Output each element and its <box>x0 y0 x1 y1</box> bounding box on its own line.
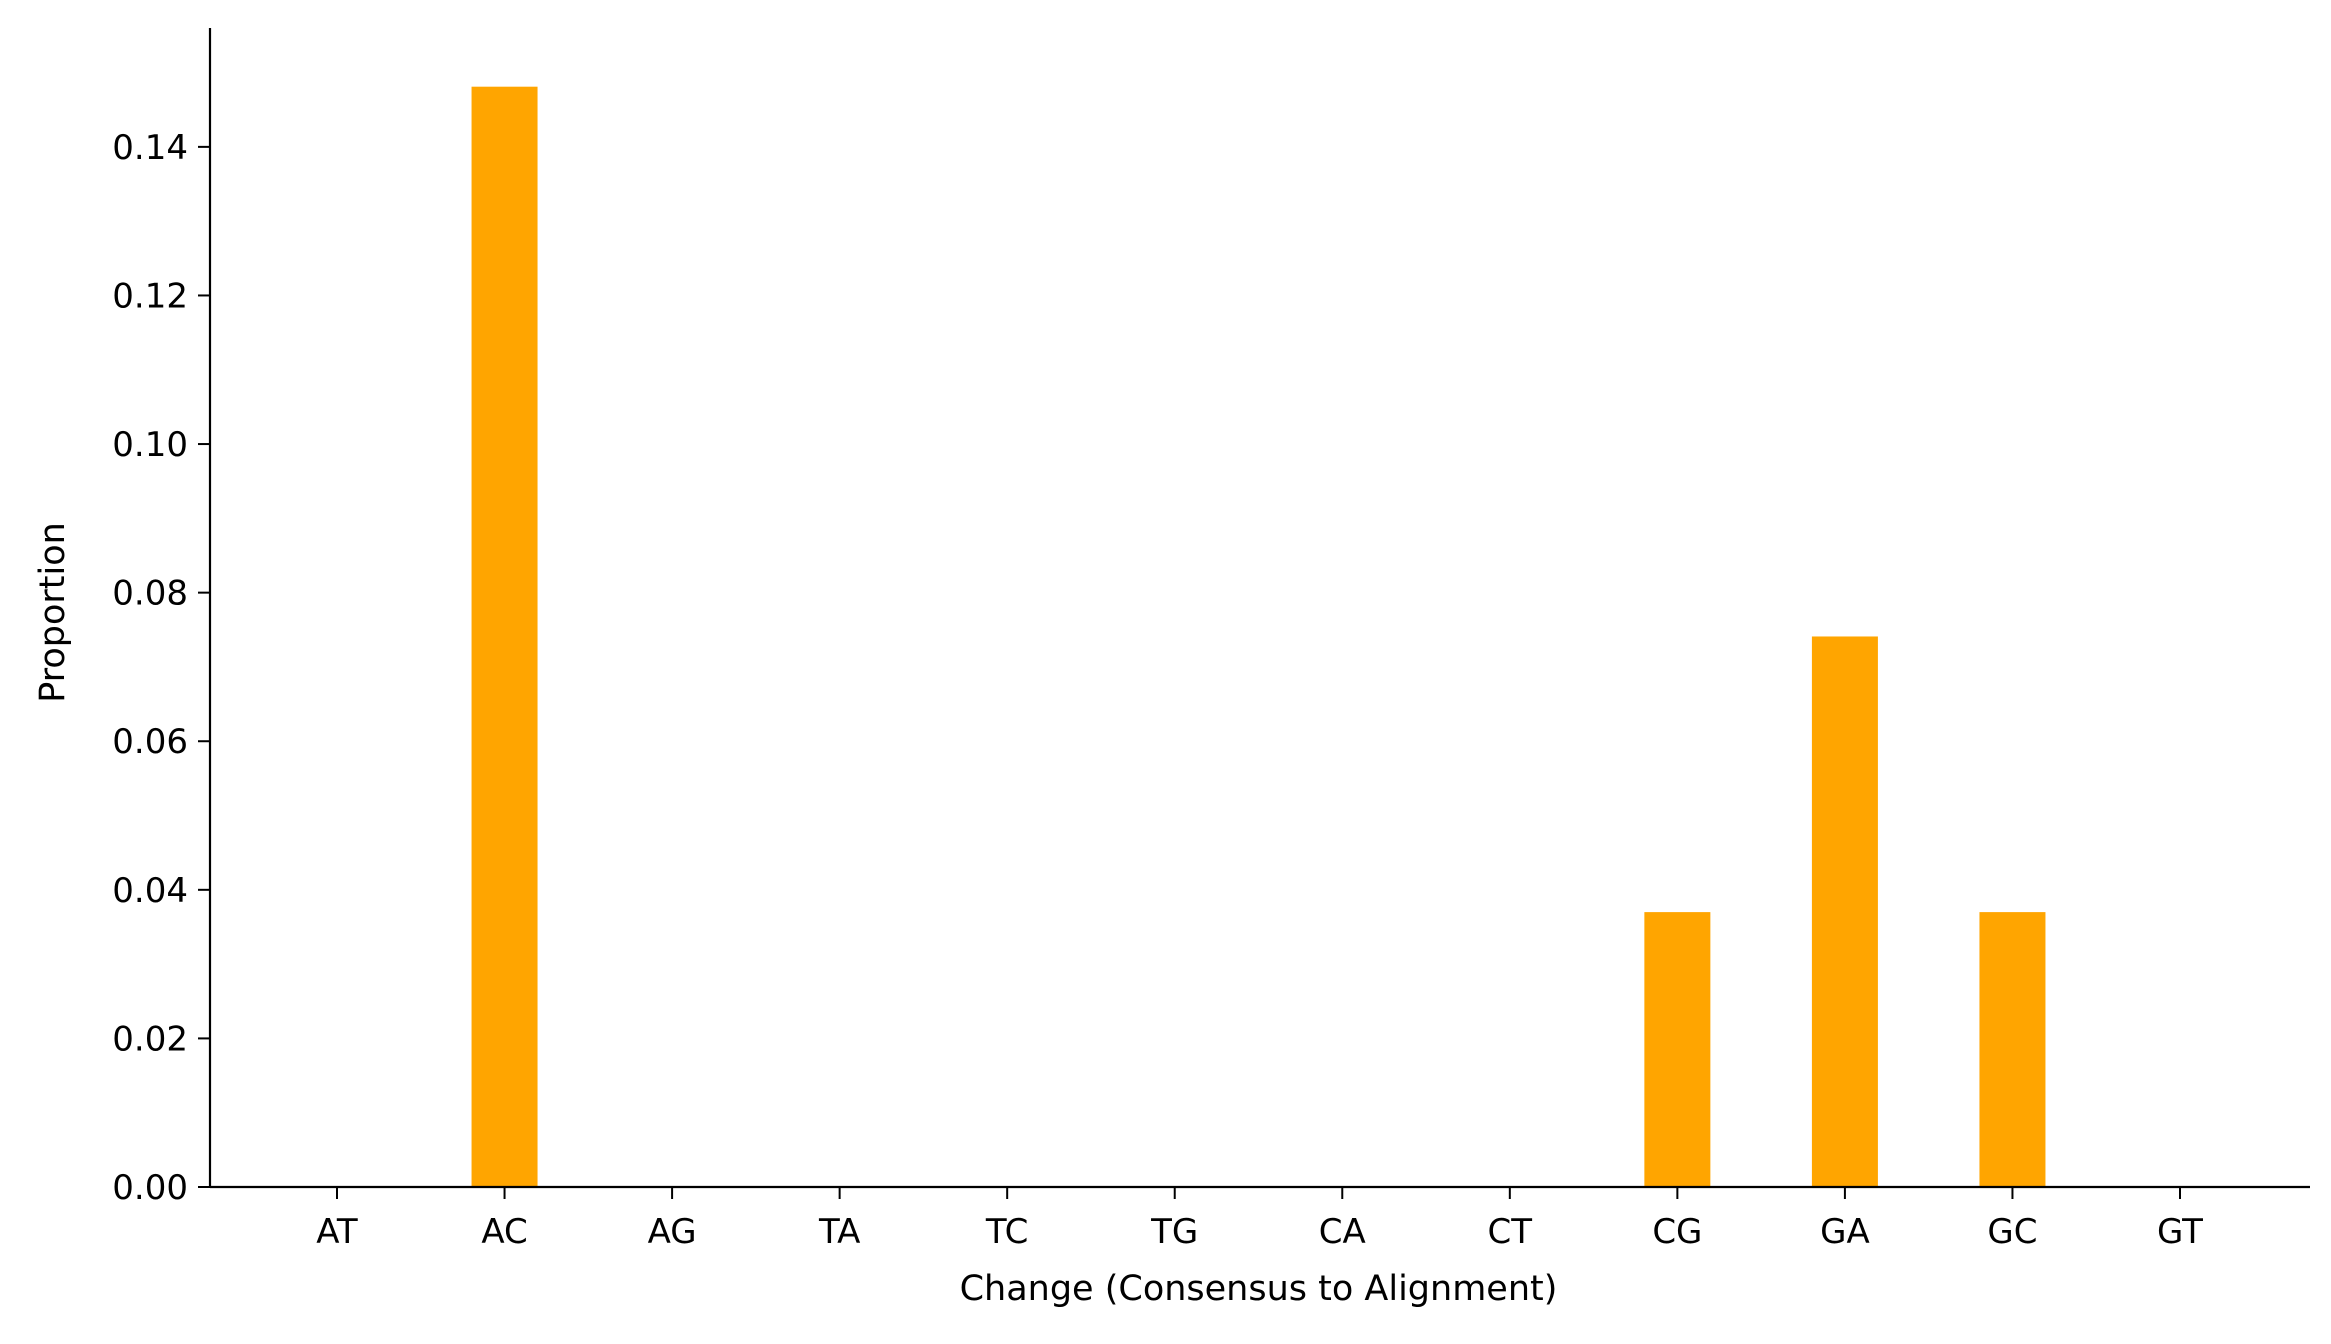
x-tick-label: CT <box>1488 1212 1533 1252</box>
y-axis-label: Proportion <box>33 522 73 703</box>
axes-layer <box>208 28 2310 1189</box>
y-tick-label: 0.10 <box>112 425 188 465</box>
x-tick-label: GT <box>2157 1212 2203 1252</box>
y-ticks: 0.00 0.02 0.04 0.06 0.08 0.10 0.12 0.14 <box>112 128 210 1208</box>
x-tick-label: GA <box>1820 1212 1870 1252</box>
x-tick-label: CA <box>1319 1212 1366 1252</box>
y-tick-label: 0.04 <box>112 871 188 911</box>
y-tick-label: 0.14 <box>112 128 188 168</box>
y-tick-label: 0.02 <box>112 1019 188 1059</box>
x-tick-label: TC <box>985 1212 1029 1252</box>
x-tick-label: TA <box>818 1212 860 1252</box>
y-tick-label: 0.08 <box>112 574 188 614</box>
x-tick-label: TG <box>1150 1212 1198 1252</box>
x-tick-label: AG <box>648 1212 697 1252</box>
x-tick-label: GC <box>1987 1212 2037 1252</box>
x-tick-label: AC <box>481 1212 527 1252</box>
x-tick-label: CG <box>1652 1212 1702 1252</box>
x-axis-label: Change (Consensus to Alignment) <box>960 1269 1558 1309</box>
x-tick-label: AT <box>316 1212 358 1252</box>
bar-cg <box>1644 912 1711 1187</box>
y-tick-label: 0.12 <box>112 276 188 316</box>
y-tick-label: 0.06 <box>112 722 188 762</box>
bar-gc <box>1979 912 2046 1187</box>
y-tick-label: 0.00 <box>112 1168 188 1208</box>
bar-ac <box>471 86 538 1187</box>
x-ticks: AT AC AG TA TC TG CA CT CG GA GC GT <box>316 1187 2203 1252</box>
bar-ga <box>1811 636 1878 1187</box>
bars-layer <box>471 86 2046 1187</box>
